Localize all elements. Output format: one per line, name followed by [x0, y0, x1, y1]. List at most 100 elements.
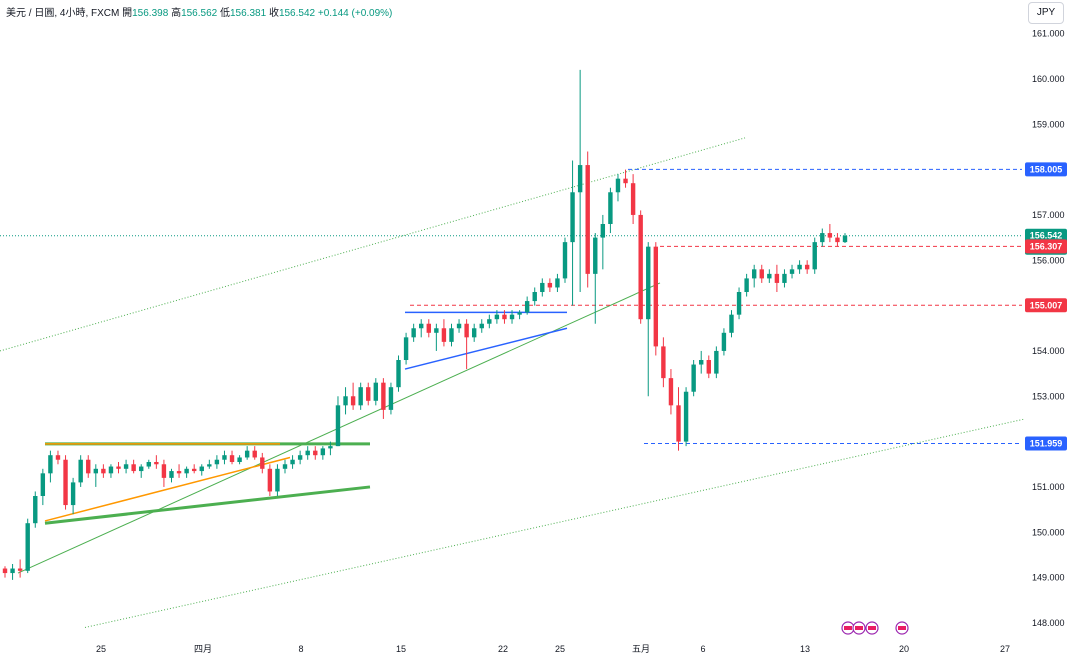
- y-tick-label: 161.000: [1032, 29, 1065, 39]
- candle-body: [744, 278, 749, 292]
- candle-body: [721, 332, 727, 351]
- trendline: [404, 327, 568, 370]
- trendline: [0, 137, 746, 352]
- candle-body: [471, 328, 477, 338]
- y-tick-label: 151.000: [1032, 482, 1065, 492]
- candle-body: [229, 455, 235, 462]
- x-tick-label: 8: [298, 644, 303, 654]
- flag-stripe-icon: [844, 626, 852, 630]
- candles: [2, 69, 848, 580]
- candle-body: [494, 314, 500, 320]
- candle-body: [335, 405, 341, 447]
- high-label: 高: [171, 8, 182, 19]
- candle-body: [176, 471, 182, 474]
- y-tick-label: 154.000: [1032, 346, 1065, 356]
- candle-body: [191, 468, 197, 472]
- candle-body: [547, 282, 553, 288]
- candle-body: [509, 314, 515, 320]
- flag-stripe-icon: [868, 626, 876, 630]
- candle-body: [767, 273, 772, 279]
- price-label: 158.005: [1030, 164, 1063, 174]
- x-tick-label: 15: [396, 644, 406, 654]
- candle-body: [297, 455, 303, 460]
- x-axis: 25 四月 8 15 22 25 五月 6 13 20 27: [96, 644, 1010, 654]
- candle-body: [328, 446, 333, 449]
- candle-body: [524, 301, 530, 313]
- y-tick-label: 156.000: [1032, 255, 1065, 265]
- candle-body: [10, 568, 15, 574]
- x-tick-label: 27: [1000, 644, 1010, 654]
- y-tick-label: 149.000: [1032, 573, 1065, 583]
- candle-body: [169, 471, 174, 478]
- price-label-box: [1025, 436, 1067, 451]
- x-tick-label: 20: [899, 644, 909, 654]
- x-tick-label: 25: [96, 644, 106, 654]
- high-value: 156.562: [181, 8, 218, 19]
- trendline: [44, 456, 291, 522]
- candle-body: [426, 323, 431, 333]
- candle-body: [623, 178, 628, 184]
- candle-body: [267, 468, 273, 492]
- candle-body: [25, 523, 30, 571]
- candle-body: [555, 278, 560, 288]
- candle-body: [313, 450, 318, 456]
- candle-body: [774, 273, 780, 283]
- candle-body: [464, 323, 469, 338]
- candle-body: [237, 457, 242, 462]
- symbol-header: 美元 / 日圓, 4小時, FXCM 開156.398 高156.562 低15…: [6, 4, 392, 19]
- candle-body: [86, 459, 91, 474]
- candle-body: [804, 264, 810, 270]
- candle-body: [214, 459, 220, 465]
- candle-body: [487, 319, 492, 324]
- candle-body: [646, 246, 651, 320]
- low-value: 156.381: [230, 8, 267, 19]
- candle-body: [55, 455, 61, 460]
- candle-body: [593, 237, 598, 274]
- y-tick-label: 153.000: [1032, 391, 1065, 401]
- candle-body: [252, 450, 257, 458]
- candle-body: [350, 396, 356, 406]
- candle-body: [161, 464, 167, 478]
- y-tick-label: 160.000: [1032, 74, 1065, 84]
- candle-body: [600, 224, 606, 238]
- x-tick-label: 22: [498, 644, 508, 654]
- candle-body: [653, 246, 659, 347]
- candle-body: [320, 448, 326, 456]
- candle-body: [570, 192, 575, 243]
- candle-body: [562, 242, 568, 279]
- candle-body: [517, 312, 522, 315]
- candle-body: [449, 328, 454, 342]
- close-label: 收: [268, 8, 279, 19]
- candle-body: [282, 464, 288, 469]
- candle-body: [789, 269, 795, 274]
- candle-body: [33, 496, 38, 524]
- candle-body: [751, 269, 757, 279]
- candle-body: [78, 459, 83, 483]
- candle-body: [456, 323, 462, 329]
- candle-body: [146, 462, 151, 467]
- currency-button[interactable]: JPY: [1028, 2, 1064, 24]
- candle-body: [184, 468, 189, 474]
- candle-body: [260, 457, 265, 469]
- candle-body: [139, 466, 144, 472]
- candle-body: [835, 237, 840, 243]
- x-tick-label: 6: [700, 644, 705, 654]
- candle-body: [676, 405, 681, 442]
- candle-body: [305, 450, 310, 456]
- x-tick-label: 四月: [194, 644, 212, 654]
- flag-stripe-icon: [898, 626, 906, 630]
- candle-body: [290, 459, 295, 465]
- candle-body: [123, 464, 129, 469]
- candle-body: [441, 328, 447, 342]
- change-value: +0.144 (+0.09%): [317, 8, 393, 19]
- low-label: 低: [220, 8, 230, 19]
- price-label-box: [1025, 298, 1067, 313]
- price-label-box: [1025, 162, 1067, 177]
- y-axis: 148.000149.000150.000151.000152.000153.0…: [1032, 29, 1065, 628]
- x-tick-label: 13: [800, 644, 810, 654]
- candle-body: [502, 314, 507, 320]
- x-tick-label: 五月: [632, 644, 650, 654]
- candle-body: [842, 235, 848, 243]
- price-label: 155.007: [1030, 300, 1063, 310]
